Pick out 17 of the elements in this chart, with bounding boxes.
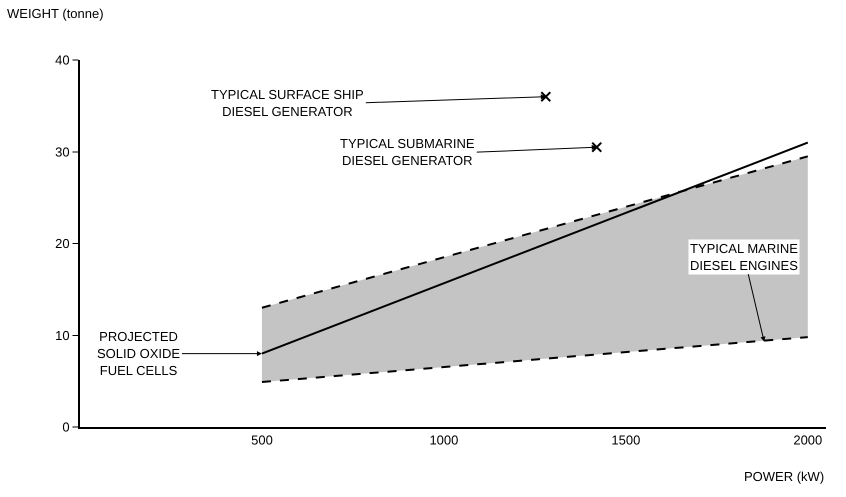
y-tick-label: 20 xyxy=(55,236,70,252)
y-tick-label: 0 xyxy=(62,420,70,435)
annotation: TYPICAL SUBMARINE DIESEL GENERATOR xyxy=(340,136,475,168)
y-axis-title: WEIGHT (tonne) xyxy=(7,6,104,21)
annotation: PROJECTED SOLID OXIDE FUEL CELLS xyxy=(97,329,180,378)
annotation: TYPICAL MARINE DIESEL ENGINES xyxy=(690,241,798,273)
x-tick-label: 2000 xyxy=(793,432,822,448)
y-tick-label: 10 xyxy=(55,328,70,343)
annotation: TYPICAL SURFACE SHIP DIESEL GENERATOR xyxy=(211,87,364,119)
y-tick-label: 30 xyxy=(55,144,70,160)
y-tick-label: 40 xyxy=(55,52,70,68)
point xyxy=(591,142,602,153)
x-tick-label: 1500 xyxy=(611,432,640,448)
x-tick-label: 1000 xyxy=(429,432,458,448)
x-axis-title: POWER (kW) xyxy=(744,469,824,484)
x-tick-label: 500 xyxy=(251,432,273,448)
point xyxy=(540,91,552,102)
